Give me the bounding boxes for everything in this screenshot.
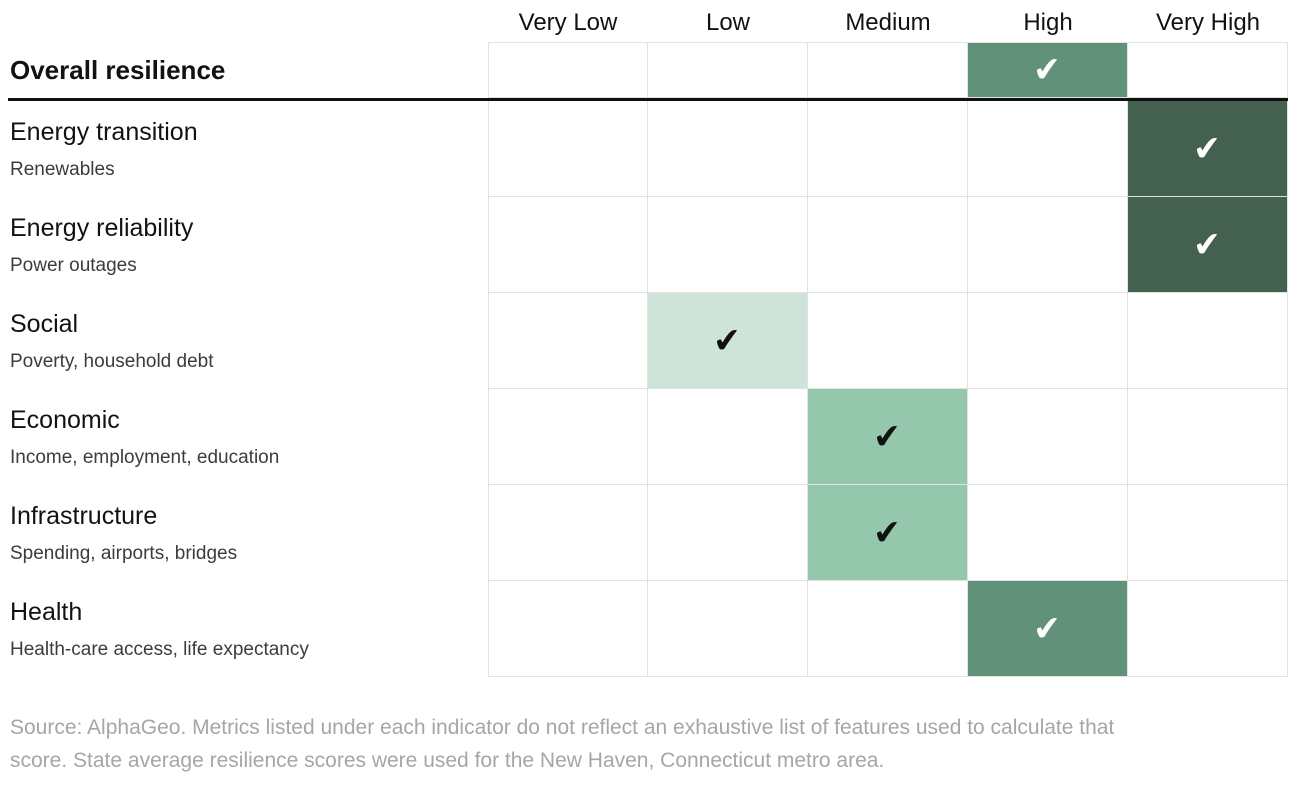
- cell-social-medium: [808, 293, 968, 389]
- cell-infrastructure-low: [648, 485, 808, 581]
- row-title: Infrastructure: [10, 501, 158, 530]
- cell-energy-reliability-low: [648, 197, 808, 293]
- cell-economic-medium: ✔: [808, 389, 968, 485]
- cell-energy-transition-high: [968, 101, 1128, 197]
- cell-health-medium: [808, 581, 968, 677]
- row-title: Health: [10, 597, 83, 626]
- column-header-high: High: [1023, 9, 1073, 36]
- cell-energy-reliability-high: [968, 197, 1128, 293]
- header-spacer: [0, 0, 488, 42]
- cell-energy-transition-low: [648, 101, 808, 197]
- column-header-very-low: Very Low: [518, 9, 618, 36]
- column-header-low: Low: [705, 9, 751, 36]
- cell-energy-transition-very-low: [488, 101, 648, 197]
- cell-economic-very-low: [488, 389, 648, 485]
- cell-health-very-high: [1128, 581, 1288, 677]
- cell-energy-reliability-very-low: [488, 197, 648, 293]
- row-subtitle: Income, employment, education: [10, 446, 280, 468]
- cell-health-low: [648, 581, 808, 677]
- source-note: Source: AlphaGeo. Metrics listed under e…: [10, 716, 1115, 772]
- cell-economic-very-high: [1128, 389, 1288, 485]
- check-icon: ✔: [1031, 608, 1064, 649]
- cell-economic-low: [648, 389, 808, 485]
- cell-energy-reliability-very-high: ✔: [1128, 197, 1288, 293]
- cell-health-very-low: [488, 581, 648, 677]
- cell-health-high: ✔: [968, 581, 1128, 677]
- row-subtitle: Power outages: [10, 254, 137, 276]
- check-icon: ✔: [871, 416, 904, 457]
- cell-infrastructure-very-low: [488, 485, 648, 581]
- cell-social-very-low: [488, 293, 648, 389]
- cell-infrastructure-medium: ✔: [808, 485, 968, 581]
- row-title: Economic: [10, 405, 120, 434]
- row-label-energy-transition: Energy transition Renewables: [0, 101, 488, 197]
- cell-social-low: ✔: [648, 293, 808, 389]
- resilience-matrix: Very Low Low Medium High Very High Overall re…: [0, 0, 1288, 677]
- row-label-infrastructure: Infrastructure Spending, airports, bridge…: [0, 485, 488, 581]
- section-divider: [8, 98, 1288, 101]
- cell-economic-high: [968, 389, 1128, 485]
- row-title: Social: [10, 309, 79, 338]
- check-icon: ✔: [1191, 128, 1224, 169]
- column-header-very-high: Very High: [1155, 9, 1261, 36]
- cell-energy-transition-medium: [808, 101, 968, 197]
- check-icon: ✔: [711, 320, 744, 361]
- cell-overall-resilience-very-low: [488, 42, 648, 98]
- row-subtitle: Spending, airports, bridges: [10, 542, 238, 564]
- cell-overall-resilience-low: [648, 42, 808, 98]
- row-subtitle: Renewables: [10, 158, 115, 180]
- cell-social-very-high: [1128, 293, 1288, 389]
- cell-overall-resilience-very-high: [1128, 42, 1288, 98]
- row-title: Overall resilience: [10, 55, 226, 85]
- row-label-overall-resilience: Overall resilience: [0, 42, 488, 98]
- check-icon: ✔: [1031, 50, 1064, 90]
- cell-infrastructure-high: [968, 485, 1128, 581]
- cell-overall-resilience-high: ✔: [968, 42, 1128, 98]
- row-label-energy-reliability: Energy reliability Power outages: [0, 197, 488, 293]
- row-subtitle: Poverty, household debt: [10, 350, 214, 372]
- check-icon: ✔: [871, 512, 904, 553]
- column-header-medium: Medium: [845, 9, 931, 36]
- cell-energy-reliability-medium: [808, 197, 968, 293]
- cell-energy-transition-very-high: ✔: [1128, 101, 1288, 197]
- cell-social-high: [968, 293, 1128, 389]
- cell-overall-resilience-medium: [808, 42, 968, 98]
- row-subtitle: Health-care access, life expectancy: [10, 638, 309, 660]
- cell-infrastructure-very-high: [1128, 485, 1288, 581]
- check-icon: ✔: [1191, 224, 1224, 265]
- row-title: Energy transition: [10, 117, 198, 146]
- row-label-social: Social Poverty, household debt: [0, 293, 488, 389]
- row-title: Energy reliability: [10, 213, 194, 242]
- row-label-health: Health Health-care access, life expectanc…: [0, 581, 488, 677]
- row-label-economic: Economic Income, employment, education: [0, 389, 488, 485]
